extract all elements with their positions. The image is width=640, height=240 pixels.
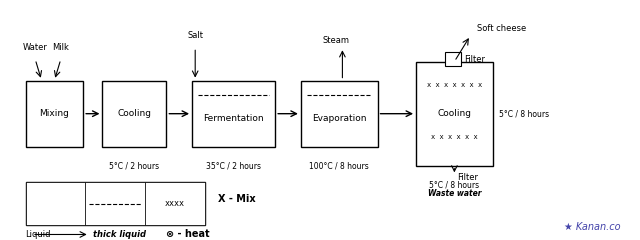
Bar [26,182,85,225]
Bar [301,81,378,147]
Text: Cooling: Cooling [437,109,472,118]
Text: Filter: Filter [464,55,485,64]
Text: ⊗ - heat: ⊗ - heat [166,229,210,240]
Text: xxxx: xxxx [165,199,185,208]
Text: Milk: Milk [52,43,69,52]
Bar [26,182,205,225]
Text: 5°C / 8 hours: 5°C / 8 hours [499,109,549,118]
Bar [85,182,145,225]
Text: 5°C / 8 hours: 5°C / 8 hours [429,180,479,189]
Text: Filter: Filter [458,173,479,182]
Text: thick liquid: thick liquid [93,230,146,239]
Text: Liquid: Liquid [26,230,51,239]
Bar [416,62,493,166]
Text: Steam: Steam [323,36,349,45]
Text: Salt: Salt [187,31,204,40]
Text: Waste water: Waste water [428,189,481,198]
Text: X - Mix: X - Mix [218,194,255,204]
Bar [445,52,461,66]
Bar [192,81,275,147]
Bar [145,182,205,225]
Text: 5°C / 2 hours: 5°C / 2 hours [109,161,159,170]
Text: x x x x x x x: x x x x x x x [427,82,482,88]
Text: Fermentation: Fermentation [204,114,264,123]
Text: Mixing: Mixing [40,109,69,118]
Bar [102,81,166,147]
Text: Evaporation: Evaporation [312,114,367,123]
Text: Cooling: Cooling [117,109,152,118]
Text: 35°C / 2 hours: 35°C / 2 hours [206,161,261,170]
Text: Soft cheese: Soft cheese [477,24,526,33]
Text: Water: Water [23,43,47,52]
Bar [26,81,83,147]
Text: 100°C / 8 hours: 100°C / 8 hours [309,161,369,170]
Text: x x x x x x: x x x x x x [431,134,478,140]
Text: ★ Kanan.co: ★ Kanan.co [564,222,621,232]
